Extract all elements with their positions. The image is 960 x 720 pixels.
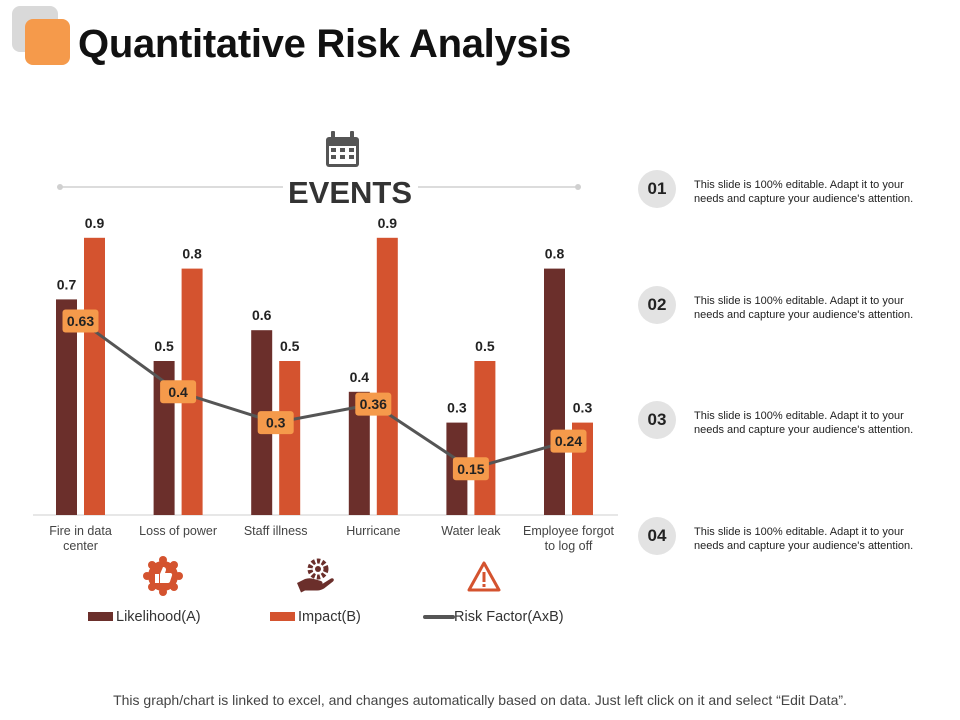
likelihood-value-label: 0.4 — [350, 369, 370, 385]
risk-factor-value-label: 0.3 — [266, 415, 286, 431]
likelihood-value-label: 0.6 — [252, 307, 272, 323]
gear-hand-icon — [297, 558, 334, 593]
risk-factor-value-label: 0.24 — [555, 433, 582, 449]
likelihood-value-label: 0.8 — [545, 246, 565, 262]
risk-factor-value-label: 0.36 — [360, 396, 387, 412]
category-label: Hurricane — [346, 524, 400, 538]
impact-value-label: 0.5 — [475, 338, 495, 354]
impact-bar — [376, 237, 398, 516]
category-label: Water leak — [441, 524, 501, 538]
item-description: This slide is 100% editable. Adapt it to… — [694, 295, 914, 321]
category-label: Staff illness — [244, 524, 308, 538]
item-number-badge: 04 — [638, 517, 676, 555]
risk-factor-point — [257, 411, 294, 435]
item-description: This slide is 100% editable. Adapt it to… — [694, 410, 914, 436]
category-label: Loss of power — [139, 524, 217, 538]
item-description: This slide is 100% editable. Adapt it to… — [694, 526, 914, 552]
item-number-badge: 02 — [638, 286, 676, 324]
legend-label: Impact(B) — [298, 609, 361, 625]
impact-value-label: 0.3 — [573, 400, 593, 416]
impact-bar — [84, 237, 105, 516]
likelihood-value-label: 0.3 — [447, 400, 467, 416]
legend-swatch — [270, 612, 295, 621]
item-description: This slide is 100% editable. Adapt it to… — [694, 179, 914, 205]
risk-factor-value-label: 0.15 — [457, 461, 484, 477]
risk-chart: EVENTS 0.7 0.9 0.5 0.8 0.6 0.5 0.4 0.9 0.3 0.5 0.8… — [33, 131, 618, 625]
events-label: EVENTS — [288, 175, 412, 210]
likelihood-value-label: 0.7 — [57, 276, 77, 292]
item-number-badge: 03 — [638, 401, 676, 439]
risk-factor-value-label: 0.63 — [67, 313, 94, 329]
events-divider — [57, 184, 581, 190]
likelihood-bar — [544, 268, 565, 515]
risk-factor-point — [550, 429, 587, 453]
warning-triangle-icon — [467, 561, 501, 592]
calendar-icon — [326, 131, 359, 167]
risk-factor-value-label: 0.4 — [168, 384, 188, 400]
thumbs-up-badge-icon — [143, 556, 183, 596]
item-number-badge: 01 — [638, 170, 676, 208]
likelihood-bar — [56, 299, 77, 515]
legend-swatch — [88, 612, 113, 621]
likelihood-value-label: 0.5 — [154, 338, 174, 354]
impact-value-label: 0.8 — [182, 246, 202, 262]
risk-factor-point — [62, 309, 99, 333]
page-title: Quantitative Risk Analysis — [78, 22, 572, 66]
impact-bar — [279, 361, 301, 515]
risk-factor-point — [160, 380, 197, 404]
risk-factor-point — [355, 392, 392, 416]
impact-value-label: 0.9 — [85, 215, 105, 231]
impact-bar — [474, 361, 496, 515]
risk-factor-point — [452, 457, 489, 481]
impact-value-label: 0.9 — [378, 215, 398, 231]
likelihood-bar — [348, 391, 370, 515]
category-label: Employee forgot to log off — [523, 524, 615, 553]
category-label: Fire in data center — [49, 524, 112, 553]
footer-note: This graph/chart is linked to excel, and… — [113, 692, 847, 708]
logo-front-square — [25, 19, 70, 65]
impact-value-label: 0.5 — [280, 338, 300, 354]
legend-label: Risk Factor(AxB) — [454, 609, 564, 625]
legend-label: Likelihood(A) — [116, 609, 201, 625]
